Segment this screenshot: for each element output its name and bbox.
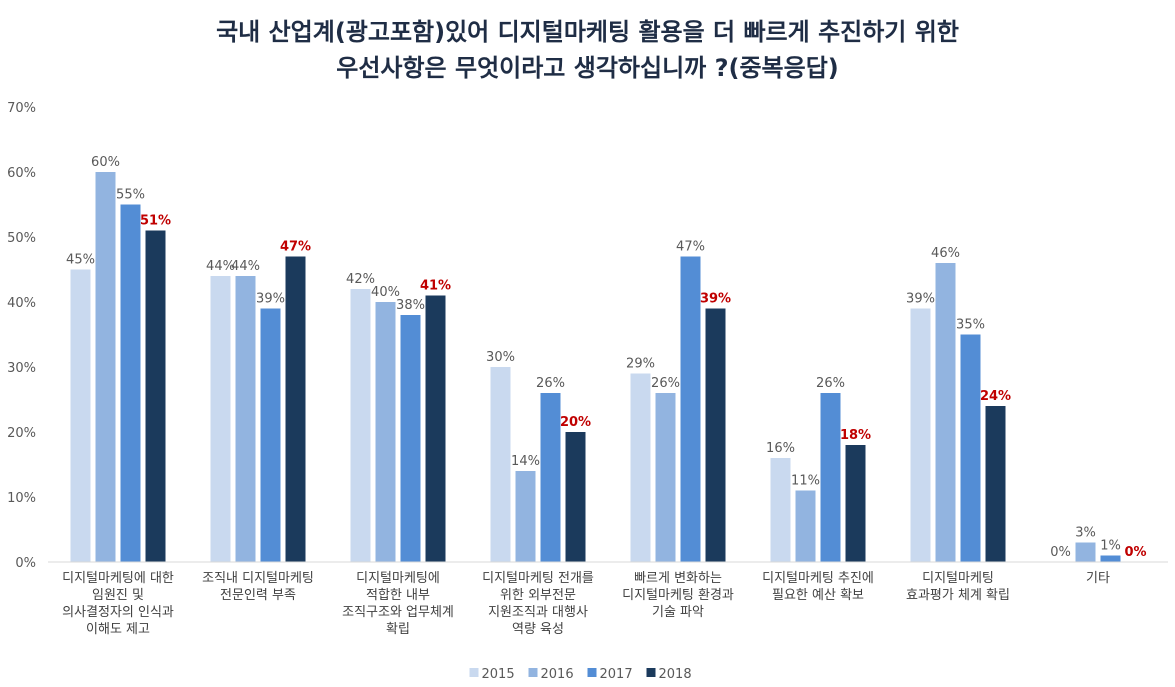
category-label: 디지털마케팅 전개를 위한 외부전문 지원조직과 대행사 역량 육성 [482,571,594,637]
data-label: 29% [626,357,655,372]
bar-2015 [910,308,931,562]
data-label: 60% [91,155,120,170]
data-label: 39% [256,292,285,307]
data-label: 44% [206,259,235,274]
chart-title-line-1: 국내 산업계(광고포함)있어 디지털마케팅 활용을 더 빠르게 추진하기 위한 [216,18,959,46]
legend-swatch [646,668,656,677]
bar-2018 [425,295,446,562]
y-tick-label: 40% [7,296,36,311]
y-tick-label: 0% [15,556,36,571]
category-label: 디지털마케팅 추진에 필요한 예산 확보 [762,571,874,603]
bar-2015 [630,373,651,562]
data-label: 26% [651,376,680,391]
bars [70,172,1121,562]
data-label: 20% [560,415,591,430]
data-label: 38% [396,298,425,313]
legend-swatch [469,668,479,677]
data-label: 16% [766,441,795,456]
bar-2016 [935,263,956,562]
data-label: 46% [931,246,960,261]
data-label: 42% [346,272,375,287]
data-label: 35% [956,318,985,333]
y-tick-label: 60% [7,166,36,181]
y-tick-label: 20% [7,426,36,441]
bar-2015 [210,276,231,562]
bar-2017 [680,256,701,562]
bar-2018 [285,256,306,562]
bar-2018 [145,230,166,562]
y-tick-label: 70% [7,101,36,116]
legend-item-2018: 2018 [646,667,692,682]
y-tick-label: 10% [7,491,36,506]
data-label: 0% [1124,545,1146,560]
data-label: 40% [371,285,400,300]
chart-title-line-2: 우선사항은 무엇이라고 생각하십니까 ?(중복응답) [336,54,839,82]
category-label: 디지털마케팅에 적합한 내부 조직구조와 업무체계 확립 [342,571,454,637]
bar-2016 [655,393,676,562]
bar-2018 [565,432,586,562]
bar-2016 [795,490,816,562]
legend: 2015 2016 2017 2018 [469,667,692,682]
bar-2015 [490,367,511,562]
data-label: 3% [1075,526,1096,541]
legend-item-2015: 2015 [469,667,515,682]
data-label: 26% [536,376,565,391]
data-label: 11% [791,474,820,489]
data-label: 0% [1050,545,1071,560]
data-label: 44% [231,259,260,274]
data-label: 51% [140,214,171,229]
legend-item-2016: 2016 [528,667,574,682]
bar-2018 [705,308,726,562]
legend-label: 2015 [482,667,515,682]
data-label: 14% [511,454,540,469]
bar-2018 [985,406,1006,562]
data-labels: 45% 60% 55% 51% 44%44% 39% 47% 42%40%38% 41% 30% 1… [66,155,1146,560]
data-label: 26% [816,376,845,391]
bar-2017 [1100,555,1121,562]
category-label: 기타 [1086,571,1110,586]
y-axis: 0% 10% 20% 30% 40% 50% 60% 70% [7,101,36,571]
bar-2016 [235,276,256,562]
bar-2015 [770,458,791,562]
y-tick-label: 50% [7,231,36,246]
legend-label: 2018 [659,667,692,682]
legend-swatch [587,668,597,677]
y-tick-label: 30% [7,361,36,376]
legend-label: 2017 [600,667,633,682]
category-label: 빠르게 변화하는 디지털마케팅 환경과 기술 파악 [622,571,734,620]
data-label: 45% [66,253,95,268]
bar-2016 [95,172,116,562]
data-label: 30% [486,350,515,365]
bar-2017 [260,308,281,562]
chart-title: 국내 산업계(광고포함)있어 디지털마케팅 활용을 더 빠르게 추진하기 위한 … [0,14,1175,86]
category-label: 디지털마케팅에 대한 임원진 및 의사결정자의 인식과 이해도 제고 [62,571,174,637]
legend-swatch [528,668,538,677]
data-label: 18% [840,428,871,443]
x-axis: 디지털마케팅에 대한 임원진 및 의사결정자의 인식과 이해도 제고 조직내 디지털마케… [48,561,1168,637]
bar-2016 [375,302,396,562]
legend-label: 2016 [541,667,574,682]
legend-item-2017: 2017 [587,667,633,682]
bar-2017 [820,393,841,562]
bar-2016 [515,471,536,562]
bar-2017 [960,334,981,562]
data-label: 55% [116,188,145,203]
data-label: 41% [420,279,451,294]
bar-2016 [1075,542,1096,562]
data-label: 39% [906,292,935,307]
bar-2015 [350,289,371,562]
bar-2017 [120,204,141,562]
category-label: 디지털마케팅 효과평가 체계 확립 [906,571,1010,603]
data-label: 47% [676,240,705,255]
bar-2018 [845,445,866,562]
data-label: 47% [280,240,311,255]
bar-2015 [70,269,91,562]
category-label: 조직내 디지털마케팅 전문인력 부족 [202,571,314,603]
bar-2017 [400,315,421,562]
data-label: 1% [1100,539,1121,554]
bar-2017 [540,393,561,562]
data-label: 24% [980,389,1011,404]
data-label: 39% [700,292,731,307]
